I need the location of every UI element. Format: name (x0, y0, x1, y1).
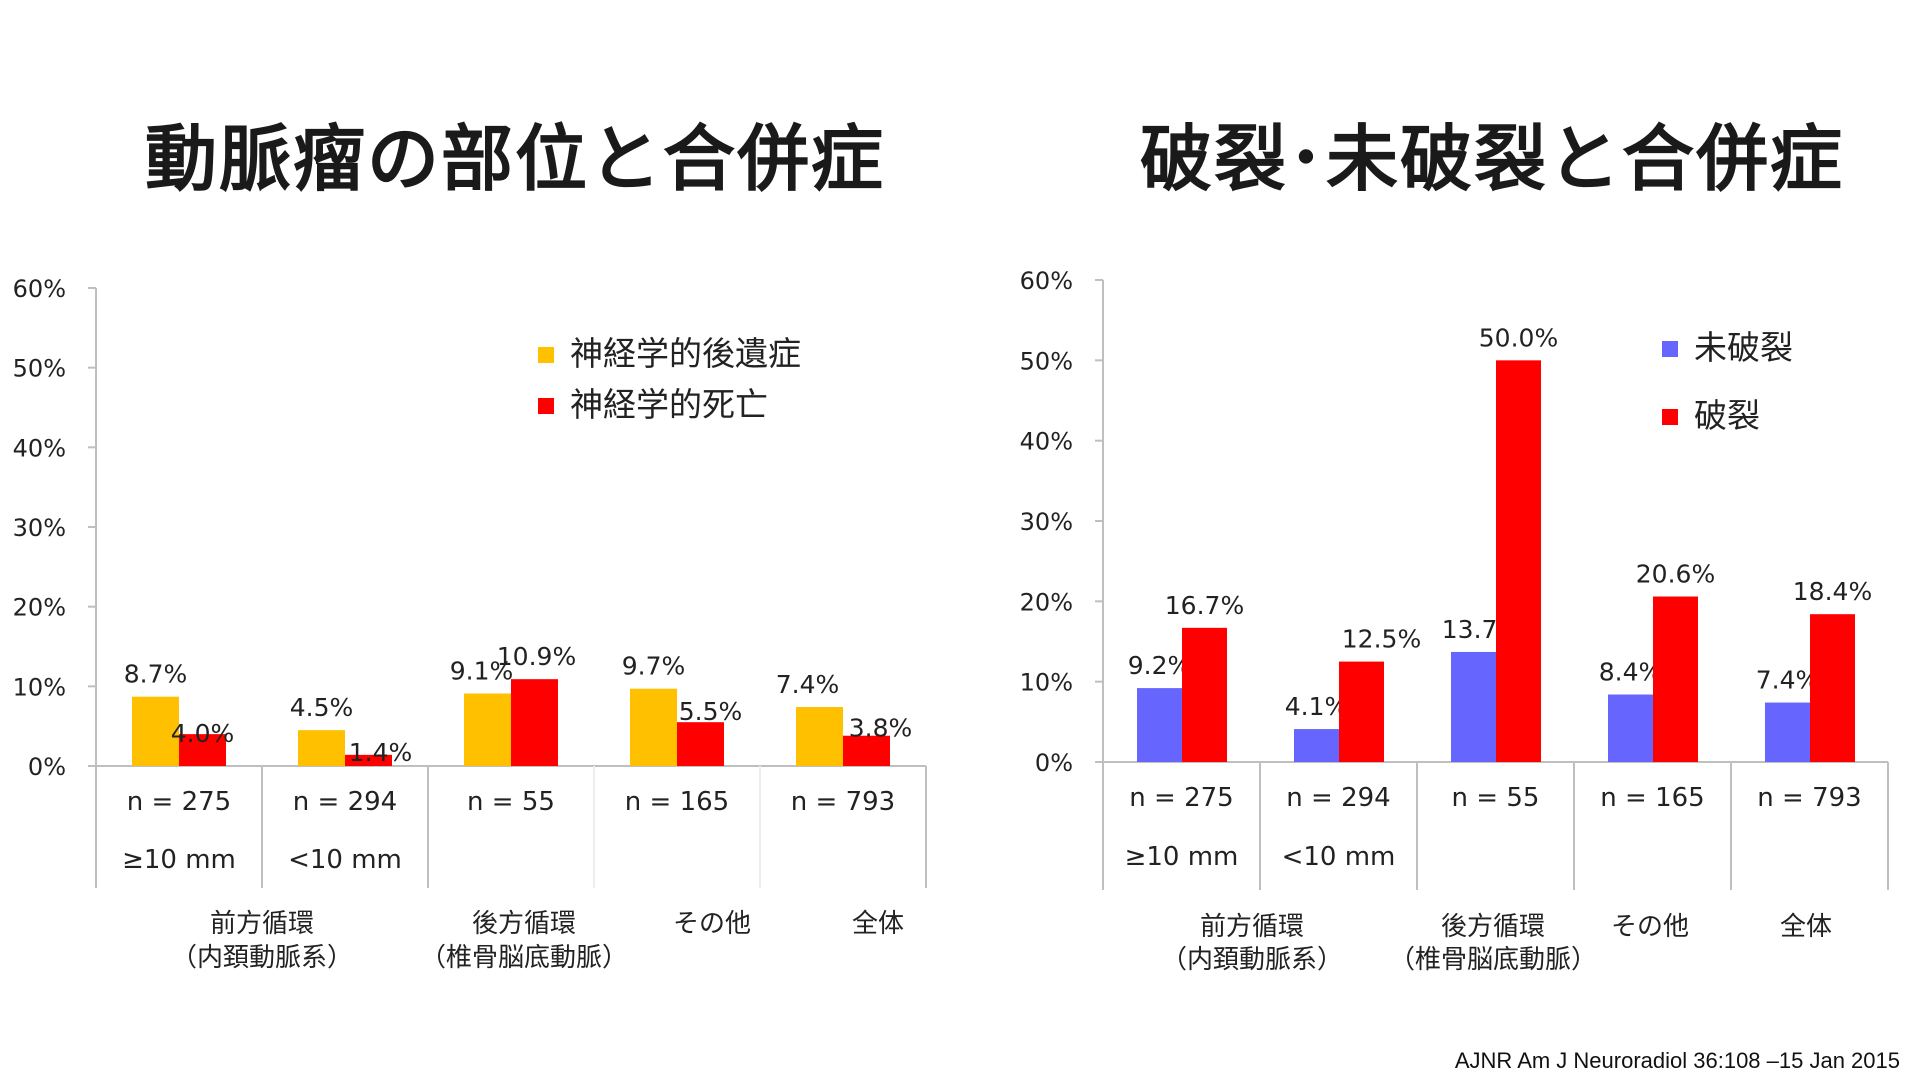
right-legend-label: 未破裂 (1694, 328, 1793, 367)
right-y-tick-label: 50% (1020, 347, 1073, 375)
right-category-label: n = 275 (1129, 783, 1233, 813)
right-data-label: 7.4% (1756, 666, 1820, 695)
right-legend-swatch (1662, 409, 1678, 425)
left-chart-title: 動脈瘤の部位と合併症 (145, 117, 886, 201)
left-category-label: n = 275 (127, 787, 231, 817)
right-data-label: 9.2% (1128, 651, 1192, 680)
right-data-label: 18.4% (1793, 577, 1872, 606)
right-subcategory-label: ≥10 mm (1125, 842, 1239, 872)
left-bar (796, 707, 843, 766)
right-bar (1137, 688, 1182, 762)
left-data-label: 4.0% (171, 719, 235, 748)
left-y-tick-label: 60% (13, 275, 66, 303)
left-bar (179, 734, 226, 766)
right-bar (1294, 729, 1339, 762)
right-y-tick-label: 40% (1020, 428, 1073, 456)
right-data-label: 50.0% (1479, 323, 1558, 352)
right-bar (1339, 661, 1384, 762)
right-bar (1653, 596, 1698, 762)
right-y-tick-label: 20% (1020, 588, 1073, 616)
left-category-label: n = 165 (625, 787, 729, 817)
right-bar (1810, 614, 1855, 762)
right-legend-label: 破裂 (1694, 396, 1760, 435)
left-group-label: 後方循環 (472, 909, 576, 939)
left-y-tick-label: 40% (13, 434, 66, 462)
right-group-label: 後方循環 (1441, 912, 1545, 942)
left-legend-swatch (538, 347, 554, 363)
left-y-tick-label: 30% (13, 514, 66, 542)
left-bar (464, 693, 511, 766)
left-bar (843, 735, 890, 766)
left-data-label: 7.4% (776, 670, 840, 699)
left-legend-label: 神経学的後遺症 (570, 334, 801, 373)
right-y-tick-label: 0% (1035, 749, 1073, 777)
left-data-label: 8.7% (124, 660, 188, 689)
right-bar (1608, 694, 1653, 762)
right-data-label: 16.7% (1165, 591, 1244, 620)
right-bar (1765, 702, 1810, 762)
right-bar (1451, 651, 1496, 762)
left-data-label: 10.9% (497, 642, 576, 671)
right-category-label: n = 165 (1600, 783, 1704, 813)
left-bar (132, 696, 179, 766)
left-y-tick-label: 50% (13, 355, 66, 383)
right-category-label: n = 55 (1452, 783, 1540, 813)
right-data-label: 8.4% (1599, 658, 1663, 687)
left-y-tick-label: 10% (13, 673, 66, 701)
left-legend-swatch (538, 398, 554, 414)
left-bar (630, 688, 677, 766)
left-group-label: その他 (673, 909, 751, 939)
right-chart-title: 破裂･未破裂と合併症 (1140, 117, 1845, 201)
left-data-label: 5.5% (679, 697, 743, 726)
right-data-label: 20.6% (1636, 560, 1715, 589)
right-bar (1182, 627, 1227, 762)
left-data-label: 9.7% (622, 652, 686, 681)
right-y-tick-label: 10% (1020, 669, 1073, 697)
left-group-label: 全体 (852, 909, 904, 939)
left-category-label: n = 793 (791, 787, 895, 817)
left-group-label: （椎骨脳底動脈） (420, 943, 628, 973)
left-data-label: 3.8% (849, 714, 913, 743)
right-data-label: 4.1% (1285, 692, 1349, 721)
left-data-label: 9.1% (450, 657, 514, 686)
right-y-tick-label: 60% (1020, 267, 1073, 295)
right-group-label: （内頚動脈系） (1161, 945, 1343, 975)
left-bar (298, 730, 345, 766)
left-category-label: n = 55 (467, 787, 555, 817)
left-subcategory-label: ≥10 mm (122, 845, 236, 875)
left-bar (345, 754, 392, 766)
citation: AJNR Am J Neuroradiol 36:108 –15 Jan 201… (1454, 1048, 1900, 1073)
left-bar (511, 679, 558, 766)
right-category-label: n = 294 (1286, 783, 1390, 813)
right-category-label: n = 793 (1757, 783, 1861, 813)
left-y-tick-label: 0% (28, 753, 66, 781)
right-group-label: 全体 (1780, 912, 1832, 942)
right-bar (1496, 360, 1541, 762)
right-group-label: （椎骨脳底動脈） (1389, 945, 1597, 975)
left-data-label: 4.5% (290, 693, 354, 722)
left-group-label: 前方循環 (210, 909, 314, 939)
right-y-tick-label: 30% (1020, 508, 1073, 536)
left-subcategory-label: <10 mm (288, 845, 402, 875)
left-group-label: （内頚動脈系） (171, 943, 353, 973)
right-subcategory-label: <10 mm (1282, 842, 1396, 872)
right-data-label: 12.5% (1342, 625, 1421, 654)
left-data-label: 1.4% (349, 738, 413, 767)
right-group-label: 前方循環 (1200, 912, 1304, 942)
left-bar (677, 722, 724, 766)
right-legend-swatch (1662, 341, 1678, 357)
right-group-label: その他 (1611, 912, 1689, 942)
left-y-tick-label: 20% (13, 594, 66, 622)
left-legend-label: 神経学的死亡 (570, 385, 768, 424)
left-category-label: n = 294 (293, 787, 397, 817)
